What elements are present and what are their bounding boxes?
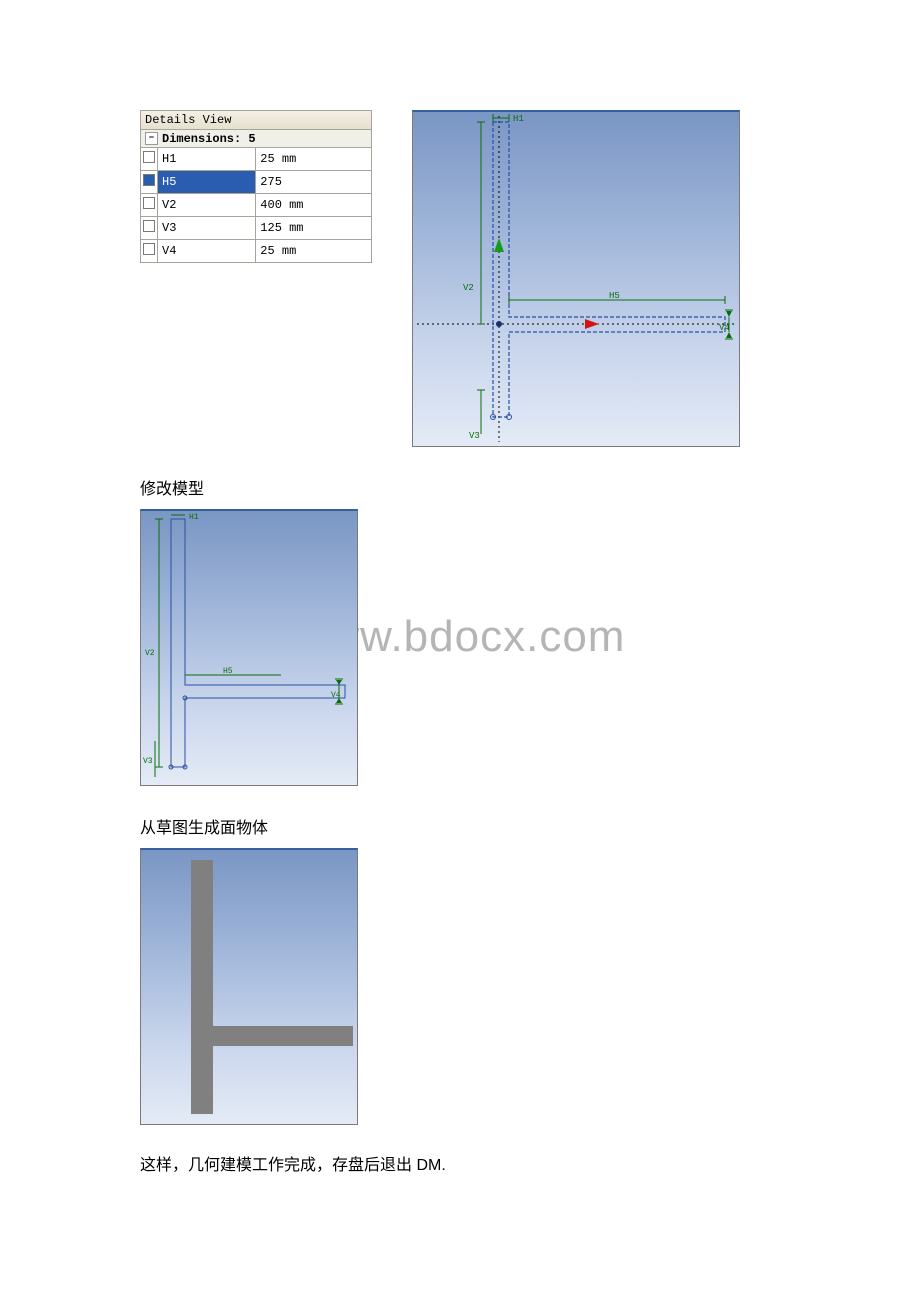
dimensions-header-label: Dimensions: 5 (162, 132, 256, 146)
checkbox-icon[interactable] (143, 174, 155, 186)
closing-text: 这样，几何建模工作完成，存盘后退出 DM. (140, 1153, 780, 1179)
surface-svg (141, 850, 357, 1124)
dim-value[interactable]: 125 mm (256, 217, 372, 240)
checkbox-icon[interactable] (143, 243, 155, 255)
dim-value[interactable]: 275 (256, 171, 372, 194)
sketch-viewport-modified[interactable]: H1 V2 H5 V4 V3 (140, 509, 358, 786)
table-row[interactable]: H1 25 mm (141, 148, 372, 171)
details-view-panel: Details View − Dimensions: 5 H1 25 mm H5… (140, 110, 372, 263)
table-row[interactable]: V4 25 mm (141, 240, 372, 263)
top-row: Details View − Dimensions: 5 H1 25 mm H5… (140, 110, 780, 447)
dim-label: V2 (463, 283, 474, 293)
dim-label: H5 (609, 291, 620, 301)
checkbox-icon[interactable] (143, 197, 155, 209)
panel-title: Details View (140, 110, 372, 130)
caption-modify-model: 修改模型 (140, 475, 780, 499)
dim-value[interactable]: 400 mm (256, 194, 372, 217)
dimensions-header[interactable]: − Dimensions: 5 (140, 130, 372, 148)
sketch-svg: H1 V2 H5 V4 V3 (413, 112, 739, 446)
dim-value[interactable]: 25 mm (256, 148, 372, 171)
document-page: www.bdocx.com Details View − Dimensions:… (0, 0, 920, 1239)
surface-body-viewport[interactable] (140, 848, 358, 1125)
dim-label: V2 (145, 649, 155, 658)
dim-label: V3 (469, 431, 480, 441)
dim-name[interactable]: V3 (158, 217, 256, 240)
table-row[interactable]: V2 400 mm (141, 194, 372, 217)
caption-generate-surface: 从草图生成面物体 (140, 814, 780, 838)
dim-label: V3 (143, 757, 153, 766)
dim-label: V4 (719, 323, 730, 333)
checkbox-icon[interactable] (143, 220, 155, 232)
dim-label: H1 (513, 114, 524, 124)
table-row[interactable]: H5 275 (141, 171, 372, 194)
sketch-viewport-main[interactable]: H1 V2 H5 V4 V3 (412, 110, 740, 447)
dim-name[interactable]: H1 (158, 148, 256, 171)
dim-label: H1 (189, 513, 199, 522)
dim-name[interactable]: H5 (158, 171, 256, 194)
dimensions-table: H1 25 mm H5 275 V2 400 mm (140, 148, 372, 263)
dim-name[interactable]: V4 (158, 240, 256, 263)
sketch-svg: H1 V2 H5 V4 V3 (141, 511, 357, 785)
dim-label: V4 (331, 691, 341, 700)
table-row[interactable]: V3 125 mm (141, 217, 372, 240)
dimensions-tbody: H1 25 mm H5 275 V2 400 mm (141, 148, 372, 263)
dim-value[interactable]: 25 mm (256, 240, 372, 263)
dim-label: H5 (223, 667, 233, 676)
checkbox-icon[interactable] (143, 151, 155, 163)
collapse-icon[interactable]: − (145, 132, 158, 145)
dim-name[interactable]: V2 (158, 194, 256, 217)
